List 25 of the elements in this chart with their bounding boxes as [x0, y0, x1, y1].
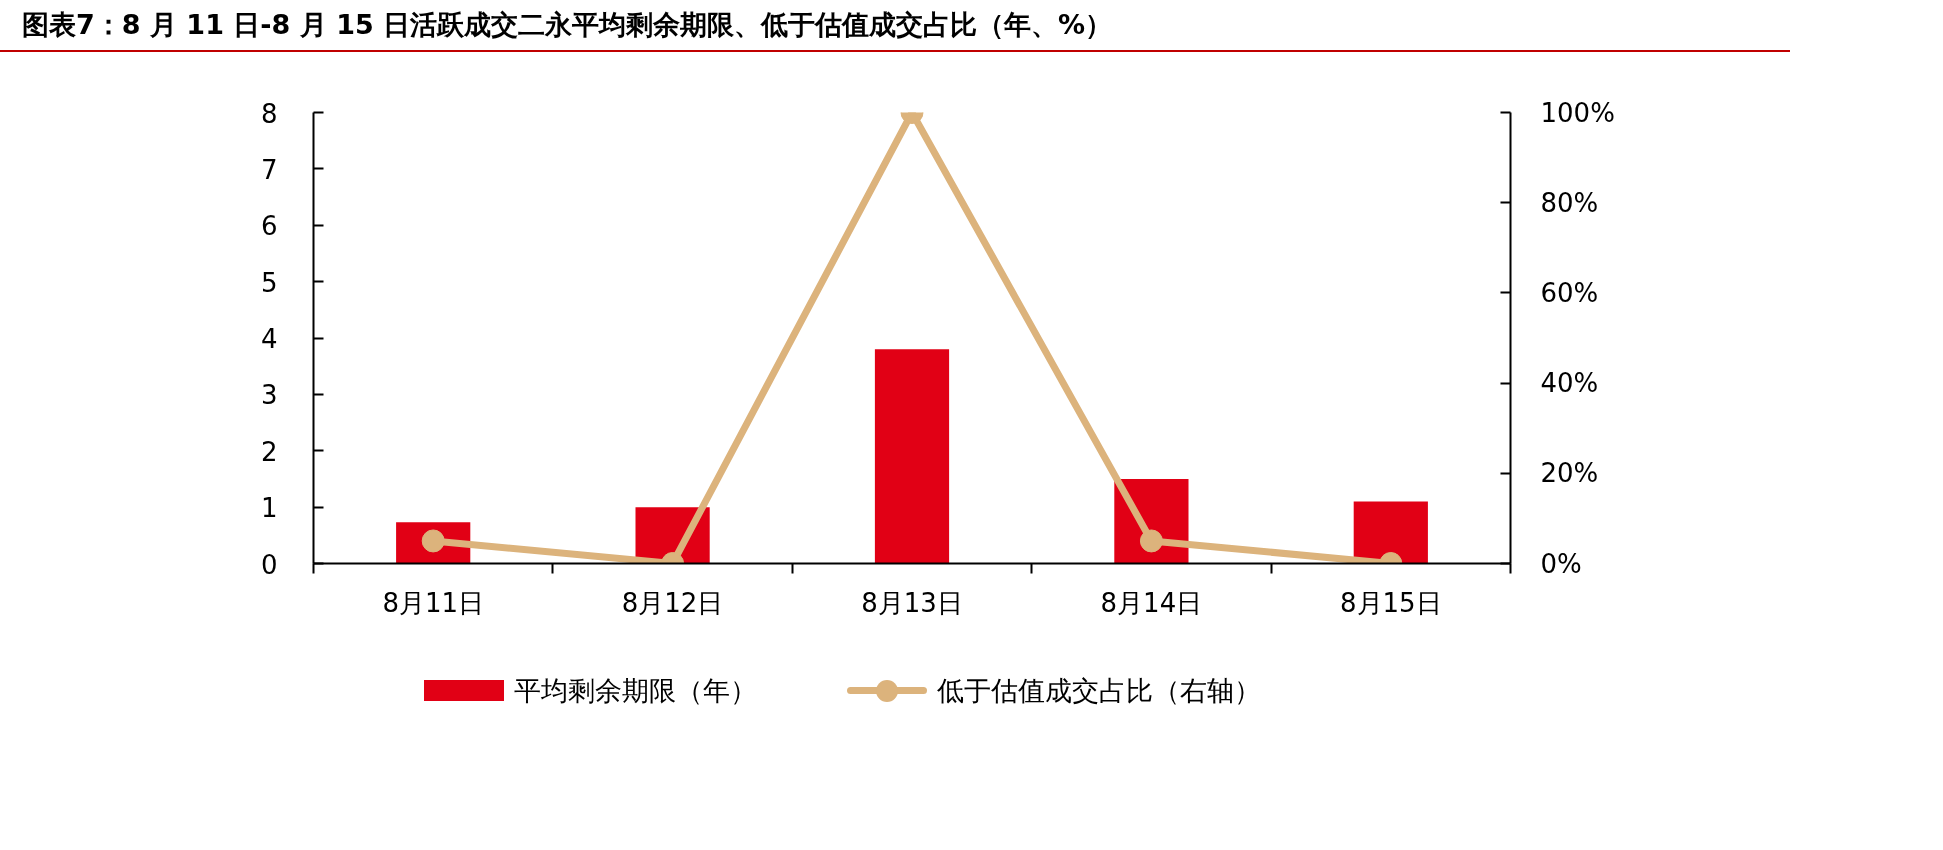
x-tick-label: 8月13日 [861, 587, 963, 618]
y-tick-label: 0 [260, 549, 278, 580]
chart-title: 图表7：8 月 11 日-8 月 15 日活跃成交二永平均剩余期限、低于估值成交占比（年、%） [22, 8, 1113, 42]
legend-label: 平均剩余期限（年） [514, 674, 757, 706]
y-tick-label: 8 [260, 98, 278, 129]
y2-tick-label: 80% [1540, 187, 1599, 218]
legend-label: 低于估值成交占比（右轴） [937, 674, 1261, 706]
y-tick-label: 5 [260, 267, 278, 298]
y-tick-label: 1 [260, 493, 278, 524]
x-tick-label: 8月14日 [1100, 587, 1203, 618]
y2-tick-label: 40% [1540, 368, 1599, 399]
y-tick-label: 6 [260, 211, 278, 242]
x-tick-label: 8月12日 [621, 587, 724, 618]
y2-tick-label: 20% [1540, 458, 1599, 489]
y-tick-label: 2 [260, 436, 278, 467]
y-tick-label: 3 [260, 380, 278, 411]
y2-tick-label: 100% [1540, 97, 1615, 128]
bar [874, 349, 950, 564]
y-tick-label: 7 [260, 154, 278, 185]
y-tick-label: 4 [260, 324, 278, 354]
y2-tick-label: 0% [1540, 548, 1582, 579]
bar [1353, 501, 1428, 564]
y2-tick-label: 60% [1540, 277, 1599, 308]
x-tick-label: 8月11日 [382, 587, 485, 618]
x-tick-label: 8月15日 [1339, 587, 1442, 618]
